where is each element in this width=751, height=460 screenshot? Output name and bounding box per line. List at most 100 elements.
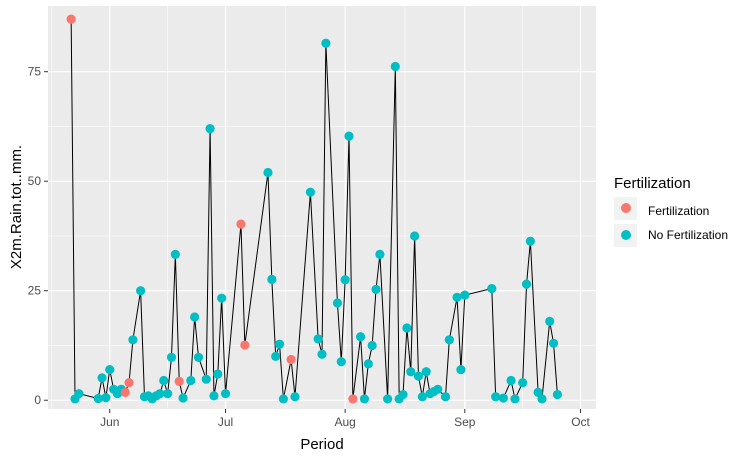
data-point — [170, 249, 180, 259]
data-point — [236, 219, 246, 229]
data-point — [190, 312, 200, 322]
data-point — [433, 384, 443, 394]
data-point — [363, 359, 373, 369]
data-point — [166, 352, 177, 362]
data-point — [213, 369, 223, 379]
data-point — [313, 334, 323, 344]
data-point — [518, 378, 528, 388]
data-point — [421, 367, 431, 377]
data-point — [491, 392, 501, 402]
data-point — [487, 283, 497, 294]
data-point — [178, 393, 188, 403]
legend-label-no-fertilization: No Fertilization — [648, 228, 728, 242]
data-point — [548, 338, 559, 348]
data-point — [456, 364, 466, 375]
data-point — [201, 374, 211, 384]
data-point — [444, 335, 454, 345]
data-point — [348, 394, 358, 404]
data-point — [340, 275, 350, 285]
data-point — [101, 393, 111, 403]
data-point — [367, 340, 377, 351]
legend: Fertilization Fertilization No Fertiliza… — [614, 175, 728, 247]
legend-label-fertilization: Fertilization — [648, 204, 709, 218]
data-point — [359, 394, 370, 404]
x-tick-label: Aug — [334, 415, 355, 429]
data-point — [305, 187, 316, 197]
data-point — [321, 38, 331, 48]
data-point — [263, 167, 273, 178]
x-tick-label: Sep — [454, 415, 476, 429]
data-point — [545, 316, 555, 326]
legend-title: Fertilization — [614, 175, 691, 192]
major-gridlines — [48, 6, 596, 409]
x-axis: Jun Jul Aug Sep Oct — [100, 409, 591, 429]
data-point — [383, 394, 393, 404]
data-point — [402, 323, 412, 333]
data-point — [390, 61, 400, 72]
data-point — [506, 375, 516, 386]
y-tick-label: 0 — [34, 393, 41, 407]
data-point — [332, 298, 343, 308]
data-point — [220, 389, 231, 399]
data-point — [278, 394, 289, 404]
data-point — [209, 391, 219, 401]
data-point — [371, 284, 381, 295]
data-point — [128, 335, 138, 345]
data-point — [406, 367, 416, 377]
data-point — [271, 351, 281, 362]
data-point — [124, 378, 134, 388]
data-point — [286, 354, 296, 365]
legend-key-fertilization — [621, 203, 631, 213]
data-point — [410, 231, 420, 241]
data-point — [375, 249, 385, 259]
y-tick-label: 50 — [28, 174, 42, 188]
data-point — [240, 340, 250, 350]
data-point — [163, 389, 173, 399]
x-axis-title: Period — [300, 436, 343, 453]
data-point — [498, 393, 508, 403]
data-point — [440, 392, 451, 402]
data-point — [267, 274, 277, 284]
data-point — [155, 389, 165, 399]
data-point — [205, 124, 215, 134]
y-axis: 0 25 50 75 — [28, 65, 48, 407]
data-point — [521, 279, 532, 289]
data-point — [344, 131, 354, 141]
data-point — [460, 290, 470, 300]
data-point — [93, 393, 103, 404]
data-point — [290, 392, 300, 402]
data-point — [97, 373, 107, 383]
x-tick-label: Jul — [218, 415, 233, 429]
data-point — [398, 389, 408, 400]
data-point — [66, 14, 76, 24]
data-point — [186, 375, 196, 386]
data-point — [510, 394, 520, 404]
data-point — [317, 349, 327, 359]
data-point — [336, 357, 346, 367]
y-axis-title: X2m.Rain.tot..mm. — [8, 145, 25, 269]
data-point — [525, 236, 535, 246]
data-point — [274, 339, 285, 349]
legend-key-no-fertilization — [621, 230, 631, 240]
series-points — [66, 14, 563, 404]
data-point — [217, 293, 227, 303]
data-point — [74, 389, 84, 399]
data-point — [452, 292, 462, 302]
data-point — [120, 387, 130, 397]
y-tick-label: 25 — [28, 284, 42, 298]
data-point — [552, 389, 563, 400]
data-point — [537, 394, 547, 404]
x-tick-label: Jun — [100, 415, 119, 429]
y-tick-label: 75 — [28, 65, 42, 79]
x-tick-label: Oct — [571, 415, 590, 429]
data-point — [413, 371, 424, 381]
data-point — [105, 364, 115, 375]
minor-gridlines — [48, 6, 596, 409]
data-point — [355, 332, 366, 342]
data-point — [193, 352, 204, 362]
data-point — [417, 392, 427, 402]
data-point — [159, 375, 169, 386]
data-point — [136, 286, 146, 296]
data-point — [174, 376, 184, 386]
